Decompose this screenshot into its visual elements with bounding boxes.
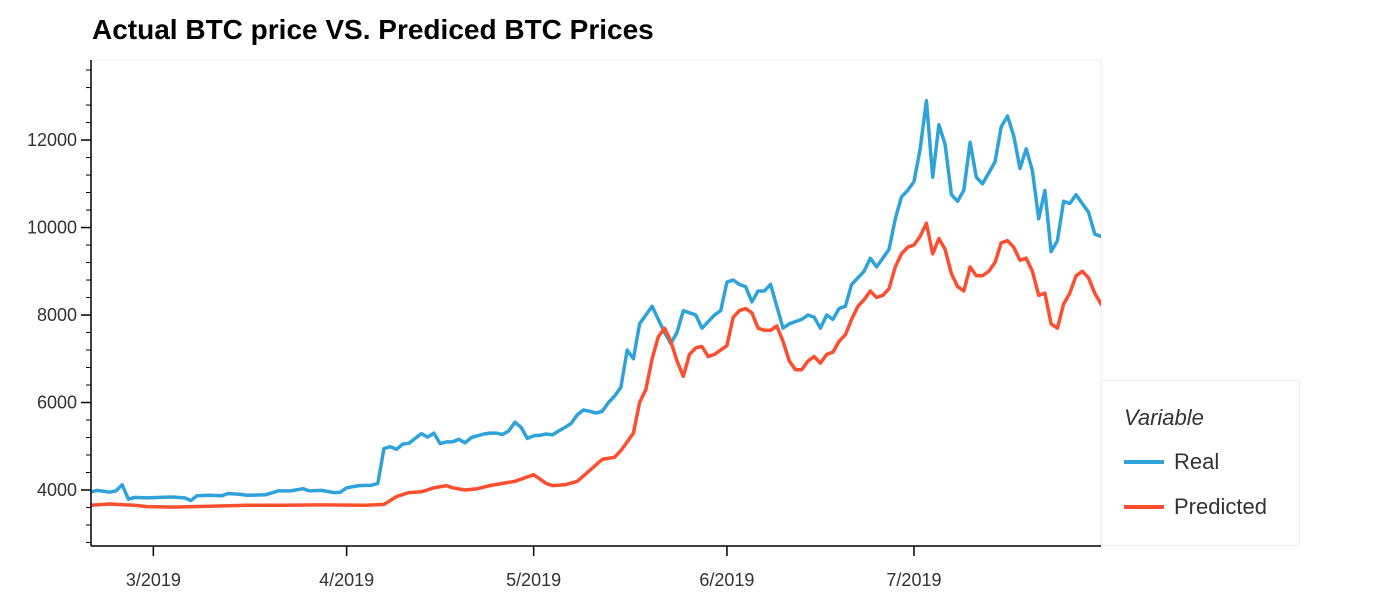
x-tick-label: 5/2019 — [506, 570, 561, 590]
y-tick-label: 4000 — [37, 480, 77, 500]
y-tick-label: 10000 — [27, 218, 77, 238]
legend-label-predicted: Predicted — [1174, 494, 1267, 519]
legend-item-predicted[interactable]: Predicted — [1124, 492, 1267, 522]
y-tick-label: 12000 — [27, 130, 77, 150]
legend-item-real[interactable]: Real — [1124, 447, 1219, 477]
x-tick-label: 7/2019 — [886, 570, 941, 590]
y-axis-ticks: 4000 6000 8000 10000 12000 — [27, 69, 91, 544]
series-layer — [91, 98, 1126, 509]
legend-label-real: Real — [1174, 449, 1220, 474]
x-axis-ticks: 3/2019 4/2019 5/2019 6/2019 7/2019 — [126, 546, 941, 590]
legend-swatch-predicted — [1124, 505, 1164, 509]
series-line-real[interactable] — [91, 98, 1126, 503]
legend-title: Variable — [1124, 405, 1204, 430]
x-tick-label: 4/2019 — [319, 570, 374, 590]
plot-frame — [90, 59, 1102, 547]
y-tick-label: 6000 — [37, 393, 77, 413]
legend: Variable Real Predicted — [1101, 380, 1300, 546]
y-tick-label: 8000 — [37, 305, 77, 325]
x-tick-label: 3/2019 — [126, 570, 181, 590]
legend-swatch-real — [1124, 460, 1164, 464]
series-line-predicted[interactable] — [91, 221, 1120, 509]
x-tick-label: 6/2019 — [699, 570, 754, 590]
chart-title: Actual BTC price VS. Prediced BTC Prices — [92, 14, 654, 45]
